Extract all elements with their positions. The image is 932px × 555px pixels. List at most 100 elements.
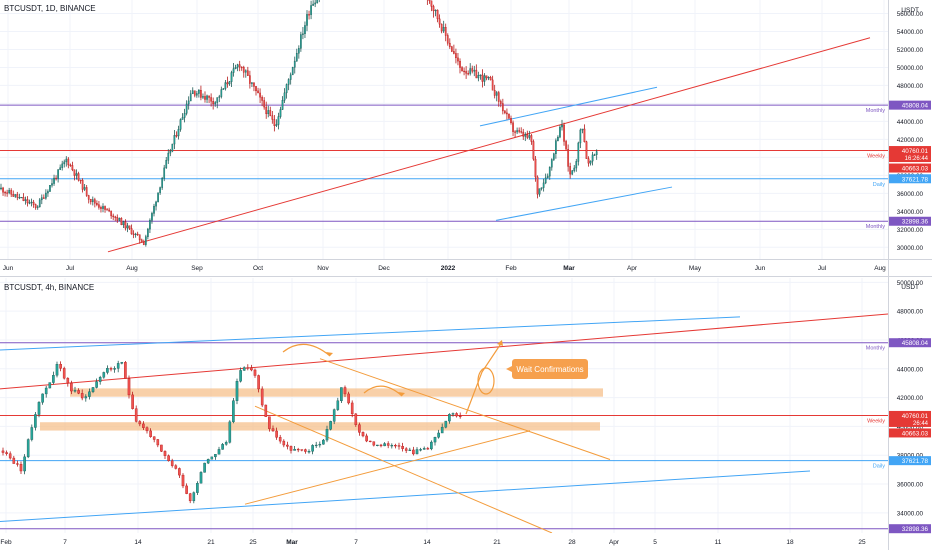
bottom-candle[interactable] [124,362,127,379]
top-candle[interactable] [120,218,123,226]
top-candle[interactable] [116,217,119,221]
top-candle[interactable] [79,179,82,182]
bottom-red-trendline[interactable] [0,313,888,390]
bottom-candle[interactable] [192,492,196,502]
bottom-candle[interactable] [52,374,55,383]
top-candle[interactable] [161,177,164,188]
top-candle[interactable] [34,204,37,208]
top-candle[interactable] [316,0,319,4]
top-candle[interactable] [40,197,43,201]
top-candle[interactable] [198,90,200,94]
top-candle[interactable] [516,130,518,133]
bottom-panel-plot[interactable] [0,278,888,533]
bottom-candle[interactable] [59,364,62,369]
bottom-candle[interactable] [156,439,160,446]
top-candle[interactable] [581,128,584,131]
top-candle[interactable] [540,187,543,189]
bottom-candle[interactable] [26,439,30,458]
bottom-candle[interactable] [354,413,358,425]
top-candle[interactable] [236,64,239,68]
top-candle[interactable] [57,169,59,179]
bottom-candle[interactable] [293,448,296,451]
top-candle[interactable] [185,103,188,114]
bottom-candle[interactable] [210,456,214,460]
top-candle[interactable] [124,221,127,229]
top-candle[interactable] [285,84,288,94]
top-candle[interactable] [559,126,561,138]
top-candle[interactable] [446,35,449,44]
top-candle[interactable] [91,199,94,203]
top-candle[interactable] [22,196,25,201]
top-candle[interactable] [528,135,531,138]
top-candle[interactable] [26,199,29,204]
bottom-candle[interactable] [361,432,365,437]
top-candle[interactable] [432,6,435,11]
bottom-candle[interactable] [455,413,458,417]
top-candle[interactable] [151,213,153,221]
top-candle[interactable] [257,90,259,94]
bottom-candle[interactable] [300,449,304,451]
top-candle[interactable] [430,0,433,7]
top-candle[interactable] [49,185,51,192]
top-candle[interactable] [310,5,312,15]
bottom-candle[interactable] [178,468,181,476]
top-candle[interactable] [167,152,170,161]
top-candle[interactable] [444,27,447,36]
bottom-candle[interactable] [1,450,5,453]
bottom-candle[interactable] [458,415,462,418]
top-candle[interactable] [181,117,184,120]
top-candle[interactable] [102,206,104,209]
top-candle[interactable] [144,236,147,245]
top-candle[interactable] [132,233,135,235]
top-candle[interactable] [114,216,117,218]
top-candle[interactable] [287,79,290,85]
top-candle[interactable] [465,71,467,74]
top-candle[interactable] [30,201,33,204]
top-candle[interactable] [14,194,17,197]
bottom-candle[interactable] [433,437,437,443]
bottom-candle[interactable] [329,421,332,430]
bottom-blue-upper[interactable] [0,316,741,351]
top-candle[interactable] [65,158,68,163]
top-candle[interactable] [314,2,317,5]
top-candle[interactable] [226,82,229,85]
bottom-candle[interactable] [250,367,253,371]
top-candle[interactable] [149,220,151,230]
top-candle[interactable] [279,109,282,117]
bottom-candle[interactable] [84,396,88,399]
bottom-candle[interactable] [163,451,167,456]
top-candle[interactable] [93,199,96,204]
bottom-candle[interactable] [314,444,318,447]
bottom-orange-falling[interactable] [319,358,611,460]
bottom-candle[interactable] [70,382,73,392]
bottom-candle[interactable] [174,465,178,469]
bottom-candle[interactable] [116,363,120,369]
top-candle[interactable] [277,116,280,125]
bottom-candle[interactable] [152,436,156,440]
top-candle[interactable] [448,42,451,47]
bottom-candle[interactable] [196,483,199,493]
top-candle[interactable] [552,153,555,160]
bottom-candle[interactable] [422,448,426,450]
bottom-candle[interactable] [286,444,289,447]
bottom-candle[interactable] [142,423,145,428]
top-candle[interactable] [77,173,80,181]
bottom-candle[interactable] [412,449,415,455]
top-candle[interactable] [289,74,292,80]
top-candle[interactable] [55,177,57,180]
bottom-candle[interactable] [235,381,239,401]
top-candle[interactable] [587,158,590,164]
bottom-candle[interactable] [170,460,174,466]
top-candle[interactable] [222,88,225,90]
top-candle[interactable] [6,192,8,194]
top-candle[interactable] [110,210,113,217]
bottom-candle[interactable] [188,493,192,502]
top-candle[interactable] [224,82,227,89]
top-candle[interactable] [583,128,586,142]
bottom-candle[interactable] [304,449,307,452]
top-candle[interactable] [577,142,580,162]
top-candle[interactable] [585,141,588,159]
bottom-candle[interactable] [167,455,170,462]
top-candle[interactable] [438,18,441,25]
top-candle[interactable] [212,101,215,105]
